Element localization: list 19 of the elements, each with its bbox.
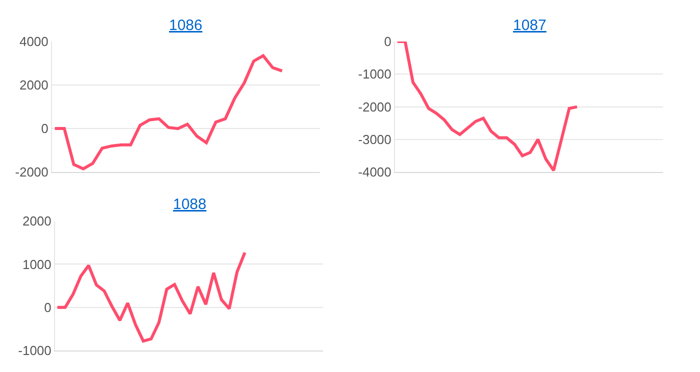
chart-title: 1088 [173, 196, 206, 213]
y-tick-label: -4000 [358, 164, 392, 180]
y-tick-label: -2000 [358, 99, 392, 114]
y-tick-label: -3000 [358, 132, 392, 147]
y-tick-label: 0 [44, 300, 52, 315]
chart-title: 1087 [513, 17, 546, 34]
line-series [56, 251, 246, 343]
line-series [53, 54, 284, 170]
y-tick-label: 1000 [22, 256, 52, 272]
y-tick-label: 0 [384, 34, 392, 50]
y-tick-label: 0 [41, 121, 48, 136]
line-series [396, 42, 579, 172]
chart-title: 1086 [169, 17, 202, 34]
y-tick-label: -1000 [358, 66, 392, 82]
y-tick-label: 2000 [19, 78, 48, 93]
y-tick-label: -1000 [18, 343, 52, 358]
y-tick-label: 2000 [22, 214, 52, 229]
y-tick-label: -2000 [15, 164, 48, 180]
y-tick-label: 4000 [19, 34, 48, 50]
